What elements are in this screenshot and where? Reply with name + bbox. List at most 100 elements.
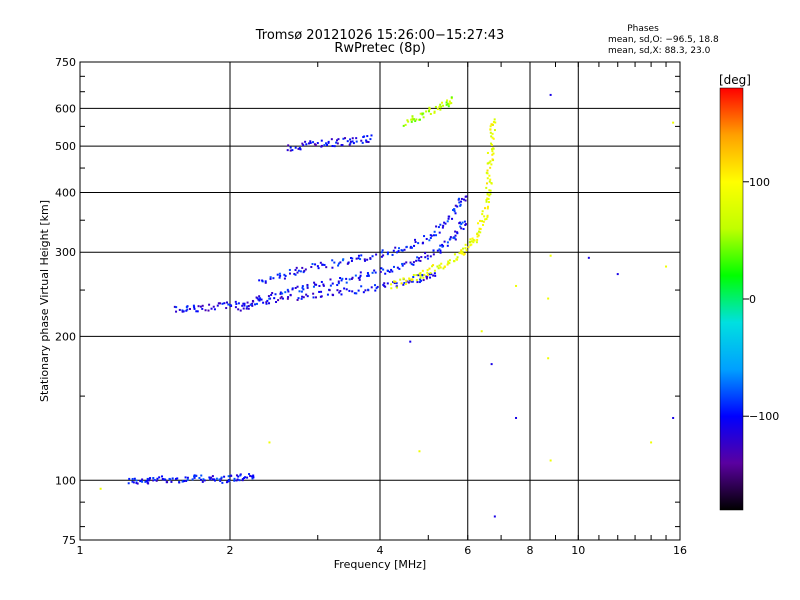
data-point	[477, 234, 480, 237]
data-point	[462, 247, 465, 250]
data-point	[426, 269, 429, 272]
data-point	[233, 479, 236, 482]
data-point	[284, 291, 287, 294]
data-point	[370, 134, 373, 137]
data-point	[312, 296, 315, 299]
data-point	[249, 474, 252, 477]
data-point	[672, 121, 675, 124]
data-point	[494, 121, 497, 124]
data-point	[286, 149, 289, 152]
data-point	[381, 249, 384, 252]
data-point	[227, 475, 230, 478]
data-point	[447, 262, 450, 265]
data-point	[354, 274, 357, 277]
data-point	[200, 474, 203, 477]
data-point	[230, 304, 233, 307]
data-point	[268, 297, 271, 300]
data-point	[277, 299, 280, 302]
data-point	[481, 213, 484, 216]
data-point	[489, 166, 492, 169]
data-point	[248, 473, 251, 476]
data-point	[161, 475, 164, 478]
data-point	[477, 230, 480, 233]
data-point	[301, 266, 304, 269]
data-point	[294, 146, 297, 149]
data-point	[158, 476, 161, 479]
data-point	[183, 480, 186, 483]
data-point	[291, 288, 294, 291]
data-point	[491, 150, 494, 153]
data-point	[481, 210, 484, 213]
data-point	[196, 310, 199, 313]
data-point	[330, 138, 333, 141]
data-point	[175, 306, 178, 309]
data-point	[303, 269, 306, 272]
data-point	[279, 292, 282, 295]
data-point	[341, 144, 344, 147]
data-point	[460, 222, 463, 225]
data-point	[296, 298, 299, 301]
data-point	[439, 103, 442, 106]
data-point	[460, 200, 463, 203]
data-point	[302, 296, 305, 299]
data-point	[176, 477, 179, 480]
data-point	[358, 276, 361, 279]
data-point	[485, 199, 488, 202]
data-point	[448, 259, 451, 262]
data-point	[188, 307, 191, 310]
data-point	[487, 201, 490, 204]
data-point	[265, 301, 268, 304]
data-point	[461, 250, 464, 253]
data-point	[291, 287, 294, 290]
data-point	[357, 289, 360, 292]
data-point	[221, 481, 224, 484]
data-point	[441, 101, 444, 104]
data-point	[252, 476, 255, 479]
data-point	[152, 479, 155, 482]
data-point	[307, 142, 310, 145]
data-point	[409, 261, 412, 264]
data-point	[336, 289, 339, 292]
data-point	[328, 289, 331, 292]
data-point	[458, 197, 461, 200]
data-point	[326, 293, 329, 296]
data-point	[133, 477, 136, 480]
data-point	[252, 300, 255, 303]
data-point	[484, 218, 487, 221]
data-point	[479, 219, 482, 222]
data-point	[415, 118, 418, 121]
data-point	[181, 309, 184, 312]
data-point	[437, 267, 440, 270]
data-point	[462, 228, 465, 231]
info-line-o: mean, sd,O: −96.5, 18.8	[608, 35, 719, 45]
data-point	[351, 290, 354, 293]
data-point	[483, 215, 486, 218]
data-point	[273, 297, 276, 300]
data-point	[485, 200, 488, 203]
data-point	[278, 272, 281, 275]
data-point	[228, 480, 231, 483]
data-point	[182, 310, 185, 313]
data-point	[351, 276, 354, 279]
data-point	[279, 297, 282, 300]
data-point	[411, 118, 414, 121]
data-point	[242, 302, 245, 305]
data-point	[247, 305, 250, 308]
data-point	[414, 120, 417, 123]
data-point	[304, 140, 307, 143]
data-point	[259, 297, 262, 300]
data-point	[383, 284, 386, 287]
data-point	[423, 273, 426, 276]
data-point	[347, 261, 350, 264]
data-point	[413, 244, 416, 247]
data-point	[152, 477, 155, 480]
data-point	[439, 249, 442, 252]
data-point	[432, 264, 435, 267]
data-point	[276, 273, 279, 276]
data-point	[314, 296, 317, 299]
data-point	[141, 478, 144, 481]
data-point	[433, 110, 436, 113]
data-point	[280, 295, 283, 298]
data-point	[412, 118, 415, 121]
data-point	[320, 280, 323, 283]
